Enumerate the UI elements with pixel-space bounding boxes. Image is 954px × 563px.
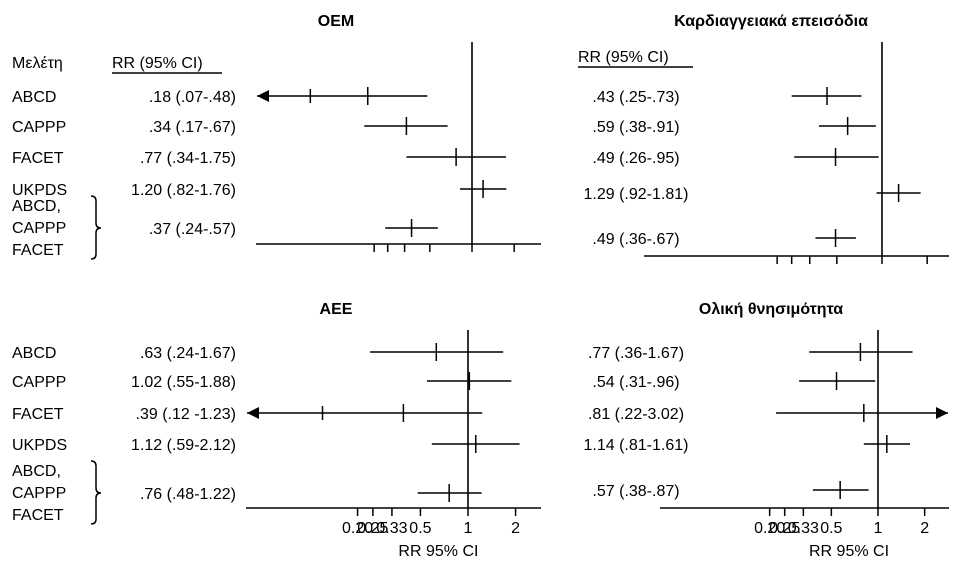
p4-axis-title: RR 95% CI: [809, 543, 889, 560]
p1-row-3-study: UKPDS: [12, 182, 67, 199]
p3-tick-label-1: 0.25: [357, 520, 388, 537]
p3-row-2-study: FACET: [12, 406, 64, 423]
rr-column-header: RR (95% CI): [112, 55, 203, 72]
p4-tick-label-3: 0.5: [820, 520, 842, 537]
p4-row-2-rr-label: .81 (.22-3.02): [588, 406, 684, 423]
p4-row-0-rr-label: .77 (.36-1.67): [588, 345, 684, 362]
p3-row-2-rr-label: .39 (.12 -1.23): [136, 406, 237, 423]
p3-row-4-rr-label: .76 (.48-1.22): [140, 486, 236, 503]
p2-title: Καρδιαγγειακά επεισόδια: [674, 13, 868, 30]
p1-row-2-rr-label: .77 (.34-1.75): [140, 150, 236, 167]
p3-row-4-study-line-0: ABCD,: [12, 463, 61, 480]
p1-row-1-study: CAPPP: [12, 119, 66, 136]
p3-axis-title: RR 95% CI: [398, 543, 478, 560]
p3-row-0-study: ABCD: [12, 345, 56, 362]
p1-row-0-arrow-left: [257, 90, 269, 102]
p4-row-3-rr-label: 1.14 (.81-1.61): [584, 437, 689, 454]
p3-title: AEE: [320, 301, 353, 318]
p3-row-2-arrow-left: [247, 407, 259, 419]
p2-row-1-rr-label: .59 (.38-.91): [592, 119, 679, 136]
p3-tick-label-5: 2: [511, 520, 520, 537]
p1-row-4-study-line-1: CAPPP: [12, 220, 66, 237]
p1-row-4-study-line-2: FACET: [12, 242, 64, 259]
p1-row-4-rr-label: .37 (.24-.57): [149, 221, 236, 238]
p3-row-1-study: CAPPP: [12, 374, 66, 391]
p4-tick-label-0: 0.20: [754, 520, 785, 537]
rr-column-header-p2: RR (95% CI): [578, 49, 669, 66]
p4-row-1-rr-label: .54 (.31-.96): [592, 374, 679, 391]
p3-row-0-rr-label: .63 (.24-1.67): [140, 345, 236, 362]
p3-row-3-rr-label: 1.12 (.59-2.12): [131, 437, 236, 454]
p3-row-4-brace: [90, 460, 102, 525]
p4-row-4-rr-label: .57 (.38-.87): [592, 483, 679, 500]
p2-row-0-rr-label: .43 (.25-.73): [592, 89, 679, 106]
p2-row-3-rr-label: 1.29 (.92-1.81): [584, 186, 689, 203]
p1-row-0-study: ABCD: [12, 89, 56, 106]
p3-tick-label-4: 1: [464, 520, 473, 537]
p3-row-4-study-line-1: CAPPP: [12, 485, 66, 502]
p4-row-2-arrow-right: [936, 407, 948, 419]
p3-row-4-study-line-2: FACET: [12, 507, 64, 524]
p3-row-3-study: UKPDS: [12, 437, 67, 454]
p2-row-2-rr-label: .49 (.26-.95): [592, 150, 679, 167]
study-column-header: Μελέτη: [12, 55, 63, 72]
p3-row-1-rr-label: 1.02 (.55-1.88): [131, 374, 236, 391]
p1-row-3-rr-label: 1.20 (.82-1.76): [131, 182, 236, 199]
p4-tick-label-4: 1: [874, 520, 883, 537]
p1-row-1-rr-label: .34 (.17-.67): [149, 119, 236, 136]
forest-panels: OEM ABCD .18 (.07-.48) CAPPP .34 (.17-.67) FA…: [12, 13, 949, 560]
p1-row-4-study-line-0: ABCD,: [12, 198, 61, 215]
p1-row-2-study: FACET: [12, 150, 64, 167]
p4-title: Ολική θνησιμότητα: [699, 301, 843, 318]
p1-row-0-rr-label: .18 (.07-.48): [149, 89, 236, 106]
p1-title: OEM: [318, 13, 354, 30]
p3-tick-label-2: 0.33: [376, 520, 407, 537]
p2-row-4-rr-label: .49 (.36-.67): [592, 231, 679, 248]
p3-tick-label-0: 0.20: [342, 520, 373, 537]
p1-row-4-brace: [90, 195, 102, 260]
p4-tick-label-5: 2: [920, 520, 929, 537]
p4-tick-label-2: 0.33: [788, 520, 819, 537]
p3-tick-label-3: 0.5: [409, 520, 431, 537]
p4-tick-label-1: 0.25: [769, 520, 800, 537]
